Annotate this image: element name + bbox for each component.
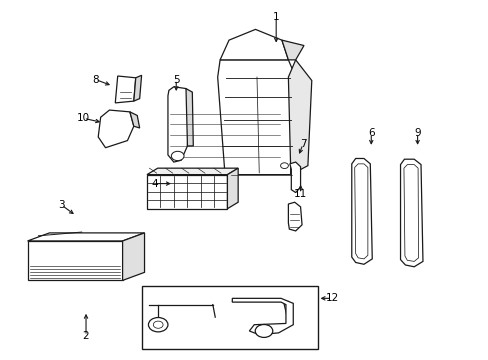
Text: 8: 8 <box>92 75 99 85</box>
Polygon shape <box>98 110 134 148</box>
Polygon shape <box>354 164 367 259</box>
Polygon shape <box>147 168 238 175</box>
Circle shape <box>255 324 272 337</box>
Text: 2: 2 <box>82 331 89 341</box>
Polygon shape <box>403 165 418 261</box>
Polygon shape <box>282 40 304 60</box>
Text: 1: 1 <box>272 12 279 22</box>
Text: 10: 10 <box>77 113 90 123</box>
Polygon shape <box>351 158 371 264</box>
Polygon shape <box>217 60 295 175</box>
Circle shape <box>148 318 167 332</box>
Circle shape <box>153 321 163 328</box>
Text: 7: 7 <box>299 139 305 149</box>
Text: 12: 12 <box>325 293 338 303</box>
Polygon shape <box>289 162 300 193</box>
Circle shape <box>171 151 183 161</box>
Polygon shape <box>27 233 144 241</box>
Polygon shape <box>288 202 302 231</box>
Bar <box>142 286 317 348</box>
Polygon shape <box>288 60 311 175</box>
Text: 11: 11 <box>293 189 306 199</box>
Polygon shape <box>27 241 122 280</box>
Polygon shape <box>400 159 422 267</box>
Polygon shape <box>227 168 238 209</box>
Polygon shape <box>185 89 193 146</box>
Text: 9: 9 <box>413 129 420 138</box>
Text: 5: 5 <box>173 75 179 85</box>
Text: 6: 6 <box>367 129 374 138</box>
Circle shape <box>280 163 288 168</box>
Polygon shape <box>147 175 227 209</box>
Polygon shape <box>220 30 288 60</box>
Polygon shape <box>167 87 189 162</box>
Polygon shape <box>134 75 142 101</box>
Text: 3: 3 <box>58 200 65 210</box>
Polygon shape <box>232 298 293 335</box>
Text: 4: 4 <box>151 179 157 189</box>
Polygon shape <box>115 76 136 103</box>
Polygon shape <box>130 112 140 128</box>
Polygon shape <box>122 233 144 280</box>
